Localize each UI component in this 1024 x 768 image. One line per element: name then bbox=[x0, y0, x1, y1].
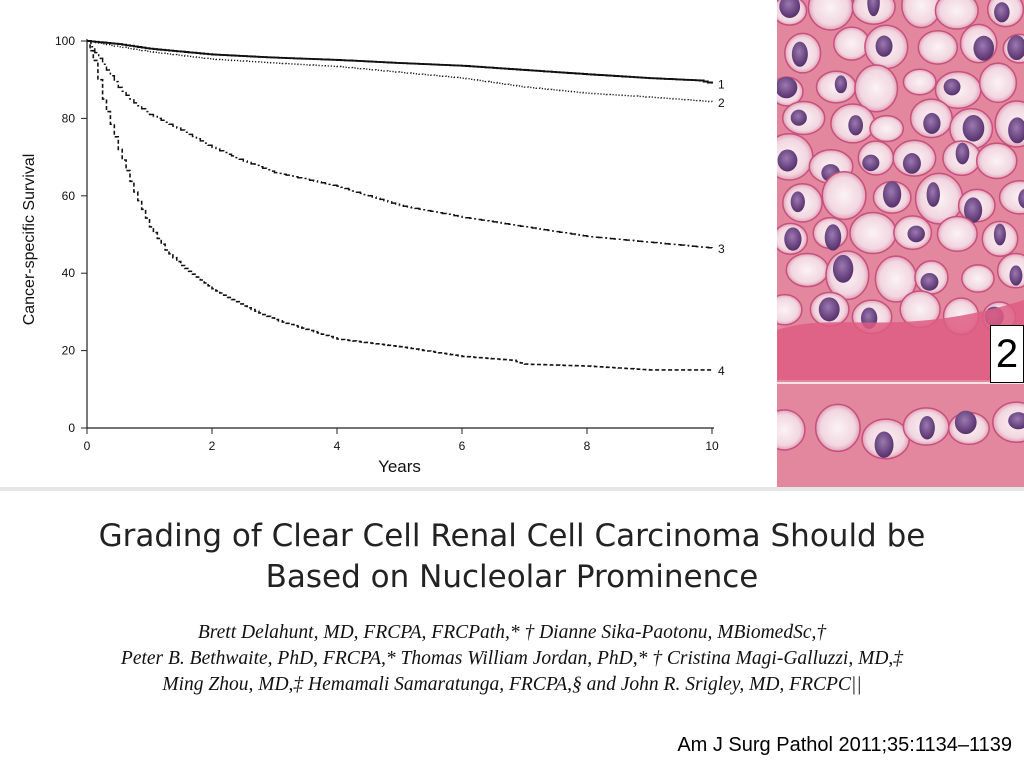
journal-citation: Am J Surg Pathol 2011;35:1134–1139 bbox=[677, 734, 1012, 756]
histology-micrograph bbox=[777, 0, 1024, 487]
curve-label-1: 1 bbox=[718, 78, 725, 92]
y-tick-label: 80 bbox=[62, 111, 76, 125]
x-tick-label: 10 bbox=[705, 439, 719, 453]
panel-number-label: 2 bbox=[990, 325, 1024, 383]
histology-image bbox=[777, 0, 1024, 487]
paper-title-line-1: Grading of Clear Cell Renal Cell Carcino… bbox=[98, 518, 926, 554]
x-tick-label: 4 bbox=[334, 439, 341, 453]
author-line-2: Peter B. Bethwaite, PhD, FRCPA,* Thomas … bbox=[120, 648, 904, 669]
author-line-1: Brett Delahunt, MD, FRCPA, FRCPath,* † D… bbox=[197, 622, 827, 643]
survival-curve-1 bbox=[87, 40, 713, 84]
section-divider bbox=[0, 487, 1024, 491]
x-tick-label: 8 bbox=[584, 439, 591, 453]
x-axis-label: Years bbox=[378, 457, 421, 476]
y-tick-label: 60 bbox=[62, 189, 76, 203]
curve-label-3: 3 bbox=[718, 242, 725, 256]
y-tick-label: 100 bbox=[55, 34, 75, 48]
y-tick-label: 40 bbox=[62, 266, 76, 280]
survival-chart-svg: 0 20 40 60 80 100 0 2 4 6 8 10 Years Cancer-specific … bbox=[21, 34, 725, 476]
survival-chart: 0 20 40 60 80 100 0 2 4 6 8 10 Years Cancer-specific … bbox=[0, 0, 757, 487]
paper-title: Grading of Clear Cell Renal Cell Carcino… bbox=[0, 516, 1024, 598]
survival-curve-3 bbox=[87, 40, 713, 249]
x-tick-label: 6 bbox=[459, 439, 466, 453]
author-list: Brett Delahunt, MD, FRCPA, FRCPath,* † D… bbox=[0, 620, 1024, 698]
x-tick-label: 0 bbox=[84, 439, 91, 453]
survival-curve-4 bbox=[87, 40, 712, 371]
y-tick-label: 0 bbox=[68, 421, 75, 435]
curve-label-2: 2 bbox=[718, 96, 725, 110]
survival-curve-2 bbox=[87, 40, 713, 103]
y-axis-label: Cancer-specific Survival bbox=[21, 154, 38, 326]
paper-title-line-2: Based on Nucleolar Prominence bbox=[265, 559, 759, 595]
author-line-3: Ming Zhou, MD,‡ Hemamali Samaratunga, FR… bbox=[162, 674, 862, 695]
y-tick-label: 20 bbox=[62, 344, 76, 358]
x-tick-label: 2 bbox=[209, 439, 216, 453]
curve-label-4: 4 bbox=[718, 364, 725, 378]
